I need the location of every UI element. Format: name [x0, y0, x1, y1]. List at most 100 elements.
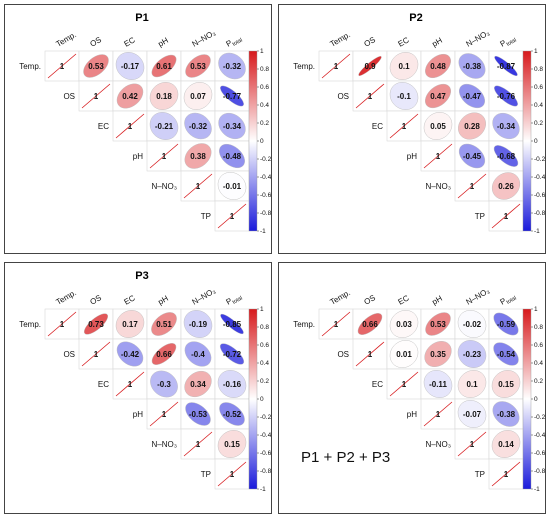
corr-value: 1 — [402, 122, 407, 131]
corr-value: -0.77 — [223, 92, 242, 101]
column-label: N–NO₃ — [465, 28, 492, 49]
diagonal-line — [457, 173, 487, 199]
diagonal-line — [217, 203, 247, 229]
corr-ellipse — [457, 310, 487, 338]
corr-value: 1 — [230, 212, 235, 221]
colorbar-tick-label: 1 — [260, 306, 264, 313]
colorbar-tick-label: 0.4 — [260, 360, 269, 367]
corr-ellipse — [219, 143, 245, 169]
corr-ellipse — [358, 56, 382, 76]
diagonal-line — [81, 341, 111, 367]
corr-value: -0.85 — [223, 320, 242, 329]
colorbar-tick-label: -0.6 — [260, 450, 271, 457]
diagonal-line — [423, 401, 453, 427]
corrplot-p2: P2 Temp. OS EC pH N–NO₃ Ptotal Temp. OS EC pH N–NO₃… — [293, 12, 545, 235]
corr-value: 0.07 — [190, 92, 206, 101]
column-label: Ptotal — [499, 33, 518, 50]
diagonal-line — [389, 113, 419, 139]
cell — [488, 80, 524, 112]
column-label: pH — [431, 294, 445, 307]
corr-ellipse — [491, 430, 521, 458]
diagonal-line — [149, 143, 179, 169]
corr-ellipse — [184, 143, 212, 169]
corr-value: -0.4 — [191, 350, 205, 359]
corr-value: 1 — [162, 152, 167, 161]
corr-ellipse — [494, 85, 518, 107]
corr-value: 1 — [162, 410, 167, 419]
colorbar-tick-label: 0.4 — [534, 360, 543, 367]
corr-value: -0.11 — [429, 380, 447, 389]
row-label: EC — [98, 122, 109, 131]
corr-ellipse — [491, 370, 521, 398]
corr-ellipse — [424, 341, 452, 367]
corr-value: 1 — [504, 212, 509, 221]
corr-ellipse — [457, 370, 487, 398]
corr-value: 0.61 — [156, 62, 172, 71]
corr-ellipse — [150, 370, 178, 398]
corr-ellipse — [493, 312, 519, 336]
row-label: pH — [407, 410, 417, 419]
corr-value: -0.23 — [463, 350, 482, 359]
corr-ellipse — [389, 52, 419, 80]
row-label: pH — [407, 152, 417, 161]
column-label: pH — [157, 36, 171, 49]
colorbar-tick-label: 0.8 — [534, 66, 543, 73]
corr-value: -0.34 — [223, 122, 242, 131]
corr-value: 1 — [436, 410, 441, 419]
corr-value: 0.53 — [430, 320, 446, 329]
corr-value: -0.07 — [463, 410, 482, 419]
row-label: N–NO₃ — [152, 182, 177, 191]
corr-value: 1 — [368, 92, 373, 101]
combined-label: P1 + P2 + P3 — [301, 449, 391, 466]
corr-ellipse — [183, 310, 213, 338]
colorbar-tick-label: 0.4 — [534, 102, 543, 109]
colorbar-tick-label: -0.8 — [534, 210, 545, 217]
corr-value: -0.16 — [223, 380, 242, 389]
corr-value: 0.28 — [464, 122, 480, 131]
column-label: pH — [157, 294, 171, 307]
colorbar-tick-label: 0 — [260, 138, 264, 145]
corr-value: -0.54 — [497, 350, 516, 359]
corr-value: 1 — [504, 470, 509, 479]
colorbar-tick-label: 1 — [534, 48, 538, 55]
corr-value: 1 — [230, 470, 235, 479]
colorbar-tick-label: 0.6 — [260, 84, 269, 91]
corr-value: 0.38 — [190, 152, 206, 161]
row-label: TP — [475, 212, 485, 221]
corr-value: 0.15 — [224, 440, 240, 449]
corr-ellipse — [218, 52, 246, 80]
corr-value: 0.47 — [430, 92, 446, 101]
column-label: Ptotal — [225, 291, 244, 308]
corr-ellipse — [458, 112, 486, 140]
corr-value: -0.17 — [121, 62, 140, 71]
corr-ellipse — [389, 82, 419, 110]
corr-value: 1 — [436, 152, 441, 161]
corr-value: -0.21 — [155, 122, 174, 131]
row-label: Temp. — [19, 62, 41, 71]
colorbar-tick-label: -0.8 — [260, 210, 271, 217]
colorbar-tick-label: -0.2 — [534, 156, 545, 163]
corr-value: -0.02 — [463, 320, 482, 329]
corr-ellipse — [457, 400, 487, 428]
corr-value: 1 — [402, 380, 407, 389]
colorbar-tick-label: 0.8 — [260, 324, 269, 331]
row-label: OS — [337, 92, 349, 101]
corr-value: 0.66 — [362, 320, 378, 329]
chart-title: P1 — [135, 12, 148, 24]
chart-title: P3 — [135, 270, 148, 282]
corr-ellipse — [151, 54, 177, 78]
colorbar-tick-label: -0.4 — [534, 174, 545, 181]
corr-value: 0.73 — [88, 320, 104, 329]
column-label: OS — [89, 35, 104, 49]
corr-value: 0.03 — [396, 320, 412, 329]
corr-ellipse — [116, 341, 144, 367]
corr-value: 0.9 — [364, 62, 376, 71]
column-label: N–NO₃ — [191, 286, 218, 307]
corr-ellipse — [183, 82, 213, 110]
corr-value: -0.53 — [189, 410, 208, 419]
colorbar-tick-label: 1 — [534, 306, 538, 313]
corr-ellipse — [458, 53, 486, 79]
corr-value: 0.05 — [430, 122, 446, 131]
column-label: Ptotal — [225, 33, 244, 50]
colorbar — [248, 50, 258, 232]
